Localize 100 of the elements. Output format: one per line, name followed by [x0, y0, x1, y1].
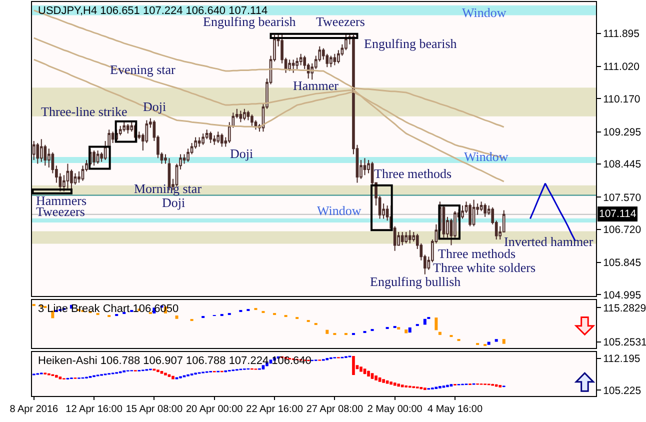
candlestick	[66, 163, 70, 189]
bar	[404, 329, 408, 334]
candlestick	[296, 57, 298, 70]
candlestick	[198, 136, 201, 148]
candlestick	[468, 203, 472, 227]
candlestick	[156, 369, 160, 373]
bar	[408, 327, 412, 333]
candlestick	[122, 122, 126, 132]
annotation: Doji	[230, 146, 254, 161]
candlestick	[288, 59, 291, 72]
candlestick	[461, 204, 464, 220]
annotation: Doji	[143, 99, 166, 114]
y-tick-label: 105.2531	[603, 336, 646, 349]
candlestick	[400, 231, 404, 246]
annotation: Window	[464, 149, 509, 164]
annotation: Three white solders	[433, 260, 536, 275]
annotation: Three methods	[374, 166, 452, 181]
y-tick-label: 108.445	[603, 158, 642, 171]
candlestick	[212, 370, 216, 373]
candlestick	[232, 369, 235, 372]
candlestick	[374, 375, 378, 381]
candlestick	[40, 372, 43, 375]
candlestick	[390, 381, 392, 386]
candlestick	[36, 372, 40, 376]
y-tick-label: 104.995	[603, 289, 642, 302]
x-tick-label: 4 May 16:00	[427, 404, 483, 415]
candlestick	[32, 140, 36, 160]
candlestick	[416, 386, 419, 389]
candlestick	[160, 370, 164, 374]
candlestick	[96, 150, 100, 164]
y-tick-label: 107.570	[603, 192, 642, 204]
candlestick	[164, 372, 167, 376]
candlestick	[239, 110, 242, 123]
candlestick	[424, 387, 426, 391]
candlestick	[138, 369, 141, 372]
x-tick-label: 15 Apr 08:00	[126, 404, 183, 415]
annotation: Engulfing bullish	[370, 274, 462, 289]
bar	[423, 318, 426, 325]
ref-line-label: 107.114	[599, 208, 636, 220]
candlestick	[36, 142, 40, 164]
y-tick-label: 105.225	[603, 384, 642, 397]
x-tick-label: 8 Apr 2016	[10, 404, 59, 415]
candlestick	[228, 369, 231, 372]
candlestick	[92, 150, 96, 166]
bar	[494, 339, 498, 342]
bar	[326, 330, 329, 334]
candlestick	[100, 374, 103, 376]
candlestick	[292, 59, 295, 74]
bar	[502, 339, 506, 344]
candlestick	[209, 370, 212, 373]
annotation: Doji	[162, 195, 186, 210]
annotation: Engulfing bearish	[203, 14, 296, 29]
candlestick	[118, 125, 122, 136]
candlestick	[194, 372, 197, 376]
y-tick-label: 106.720	[603, 224, 642, 236]
candlestick	[70, 377, 73, 380]
candlestick	[220, 132, 224, 148]
bar	[487, 342, 490, 345]
candlestick	[330, 55, 332, 68]
candlestick	[322, 358, 325, 362]
candlestick	[393, 382, 396, 386]
candlestick	[202, 371, 204, 374]
candlestick	[111, 372, 114, 375]
candlestick	[344, 356, 348, 358]
y-tick-label: 111.020	[603, 61, 640, 74]
annotation: Inverted hammer	[504, 234, 594, 249]
candlestick	[250, 114, 254, 126]
candlestick	[74, 172, 77, 186]
candlestick	[404, 231, 408, 244]
candlestick	[393, 226, 396, 252]
y-tick-label: 115.2829	[603, 302, 646, 314]
candlestick	[40, 138, 43, 162]
candlestick	[484, 203, 486, 218]
annotation: Hammer	[293, 78, 340, 93]
candlestick	[243, 368, 246, 370]
y-tick-label: 111.895	[603, 28, 640, 40]
candlestick	[404, 384, 408, 388]
candlestick	[212, 134, 216, 146]
y-tick-label: 110.170	[603, 93, 640, 106]
candlestick	[408, 230, 412, 244]
candlestick	[115, 372, 118, 374]
candlestick	[55, 374, 58, 378]
candlestick	[400, 384, 404, 388]
chart-title: USDJPY,H4 106.651 107.224 106.640 107.114	[38, 5, 268, 17]
bar	[438, 332, 442, 335]
chart-title: Heiken-Ashi 106.788 106.907 106.788 107.224 106.640	[38, 355, 312, 367]
candlestick	[352, 355, 355, 376]
x-tick-label: 22 Apr 16:00	[246, 404, 304, 415]
candlestick	[126, 123, 130, 134]
candlestick	[216, 131, 220, 144]
candlestick	[326, 357, 329, 361]
candlestick	[382, 378, 385, 384]
candlestick	[172, 375, 174, 380]
x-tick-label: 27 Apr 08:00	[306, 404, 364, 415]
x-tick-label: 12 Apr 16:00	[66, 404, 123, 415]
x-tick-label: 20 Apr 00:00	[186, 404, 244, 415]
candlestick	[491, 383, 494, 386]
candlestick	[412, 386, 416, 389]
candlestick	[472, 199, 476, 227]
candlestick	[88, 376, 92, 378]
